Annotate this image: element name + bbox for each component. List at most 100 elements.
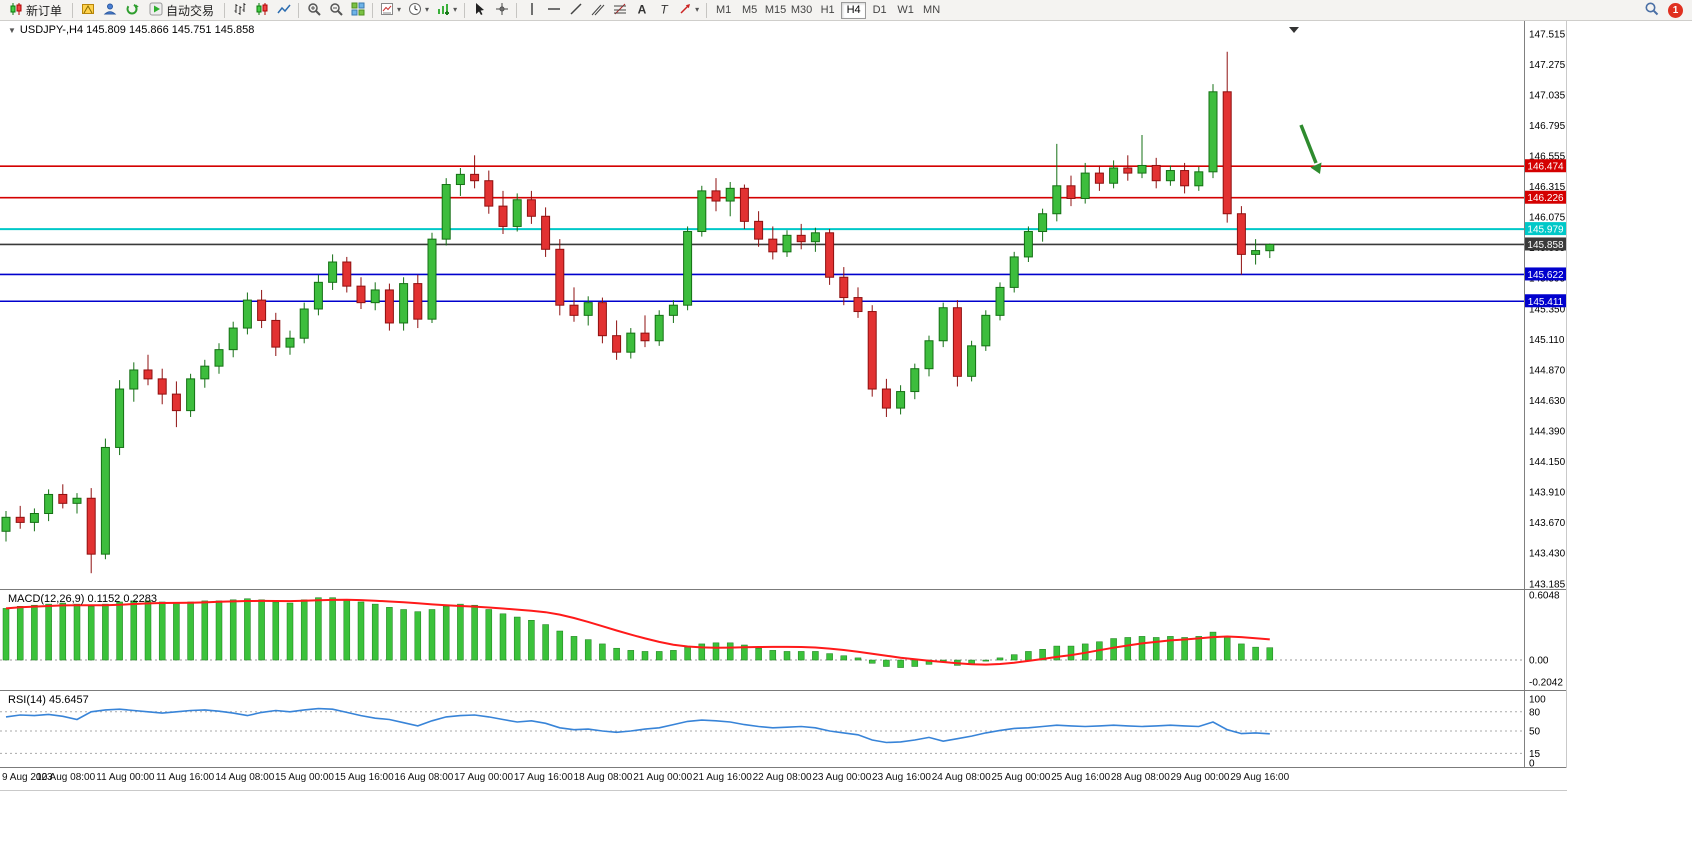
refresh-button[interactable]	[121, 1, 142, 19]
timeframe-h4-button[interactable]: H4	[841, 1, 867, 19]
candle	[1052, 143, 1062, 222]
new-order-button[interactable]: 新订单	[3, 1, 68, 19]
arrows-tool-button[interactable]: ▾	[675, 1, 702, 19]
candle	[441, 178, 451, 246]
macd-histogram-bar	[258, 599, 265, 661]
candle	[825, 228, 835, 285]
time-axis[interactable]: 9 Aug 2023 10 Aug 08:00 11 Aug 00:00 11 Aug…	[0, 768, 1567, 790]
macd-histogram-bar	[627, 650, 635, 661]
candle	[470, 155, 480, 189]
price-tick-label: 143.670	[1529, 518, 1566, 529]
timeframe-m15-button[interactable]: M15	[763, 2, 788, 19]
label-tool-button[interactable]: T	[653, 1, 674, 19]
candle	[498, 190, 508, 235]
candlestick-icon	[255, 2, 269, 19]
timeframe-m30-button[interactable]: M30	[789, 2, 814, 19]
candle	[1194, 166, 1204, 191]
refresh-icon	[125, 2, 139, 19]
timeframe-h1-button[interactable]: H1	[815, 2, 840, 19]
cursor-button[interactable]	[469, 1, 490, 19]
vertical-line-button[interactable]	[521, 1, 542, 19]
fibonacci-button[interactable]	[609, 1, 630, 19]
macd-axis-label: 0.00	[1529, 656, 1549, 667]
chart-window: 147.515 147.275 147.035 146.795 146.555 146.3…	[0, 21, 1567, 791]
macd-histogram-bar	[130, 600, 138, 661]
macd-pane-canvas[interactable]: 0.6048 0.00 -0.2042	[0, 590, 1567, 690]
candle	[512, 193, 522, 232]
candle	[881, 378, 891, 417]
app-toolbar: 新订单 自动交易 ▾ ▾ ▾	[0, 0, 1692, 21]
arrow-annotation[interactable]	[1299, 124, 1322, 174]
macd-histogram-bar	[1238, 643, 1245, 661]
channel-button[interactable]	[587, 1, 608, 19]
profiles-button[interactable]	[99, 1, 120, 19]
macd-histogram-bar	[883, 659, 890, 667]
price-tick-label: 143.910	[1529, 487, 1566, 498]
toolbar-separator	[464, 2, 466, 18]
timeframe-d1-button[interactable]: D1	[867, 2, 892, 19]
new-chart-icon	[380, 2, 394, 19]
candle	[1251, 239, 1261, 265]
candle	[342, 256, 352, 293]
macd-histogram-bar	[584, 639, 592, 661]
time-tick-label: 11 Aug 16:00	[155, 772, 215, 783]
line-chart-button[interactable]	[273, 1, 294, 19]
bar-chart-button[interactable]	[229, 1, 250, 19]
search-icon	[1644, 1, 1659, 19]
macd-histogram-bar	[59, 602, 67, 661]
macd-histogram-bar	[684, 646, 691, 661]
macd-histogram-bar	[854, 657, 862, 661]
macd-axis-label: 0.6048	[1529, 591, 1560, 602]
macd-histogram-bar	[542, 624, 549, 661]
metaeditor-button[interactable]	[77, 1, 98, 19]
macd-histogram-bar	[442, 606, 450, 661]
indicators-button[interactable]: ▾	[433, 1, 460, 19]
candle	[1208, 84, 1218, 179]
crosshair-button[interactable]	[491, 1, 512, 19]
price-tick-label: 147.275	[1529, 60, 1566, 71]
timeframe-m5-button[interactable]: M5	[737, 2, 762, 19]
zoom-in-button[interactable]	[303, 1, 324, 19]
main-chart-canvas[interactable]: 147.515 147.275 147.035 146.795 146.555 146.3…	[0, 21, 1567, 589]
timeframe-mn-button[interactable]: MN	[919, 2, 944, 19]
candle	[285, 330, 295, 355]
candle	[810, 227, 820, 252]
candle	[910, 363, 920, 400]
autotrading-button[interactable]: 自动交易	[143, 1, 220, 19]
trendline-button[interactable]	[565, 1, 586, 19]
toolbar-separator	[224, 2, 226, 18]
macd-histogram-bar	[229, 599, 237, 661]
candle	[739, 184, 749, 229]
svg-text:A: A	[637, 2, 646, 16]
candle	[115, 380, 125, 456]
candle	[157, 368, 167, 405]
new-chart-button[interactable]: ▾	[377, 1, 404, 19]
period-button[interactable]: ▾	[405, 1, 432, 19]
candle	[1236, 206, 1246, 275]
macd-histogram-bar	[826, 653, 833, 661]
candle	[427, 232, 437, 323]
timeframe-w1-button[interactable]: W1	[893, 2, 918, 19]
text-tool-button[interactable]: A	[631, 1, 652, 19]
notification-badge[interactable]: 1	[1668, 2, 1683, 18]
macd-histogram-bar	[1067, 645, 1075, 661]
macd-histogram-bar	[1252, 646, 1259, 661]
price-tick-label: 146.555	[1529, 151, 1566, 162]
time-tick-label: 9 Aug 2023	[2, 772, 53, 783]
zoom-out-button[interactable]	[325, 1, 346, 19]
macd-histogram-bar	[116, 601, 123, 661]
macd-histogram-bar	[286, 602, 294, 661]
one-click-trading-toggle[interactable]: ▼	[8, 26, 16, 35]
chevron-down-icon: ▾	[397, 5, 402, 14]
candlestick-chart-button[interactable]	[251, 1, 272, 19]
candle	[839, 267, 849, 306]
svg-text:145.622: 145.622	[1527, 270, 1564, 281]
search-button[interactable]	[1641, 1, 1662, 19]
tile-windows-button[interactable]	[347, 1, 368, 19]
macd-histogram-bar	[144, 600, 152, 661]
horizontal-line-button[interactable]	[543, 1, 564, 19]
rsi-label: RSI(14) 45.6457	[8, 694, 89, 706]
timeframe-m1-button[interactable]: M1	[711, 2, 736, 19]
chart-shift-marker[interactable]	[1289, 27, 1299, 33]
